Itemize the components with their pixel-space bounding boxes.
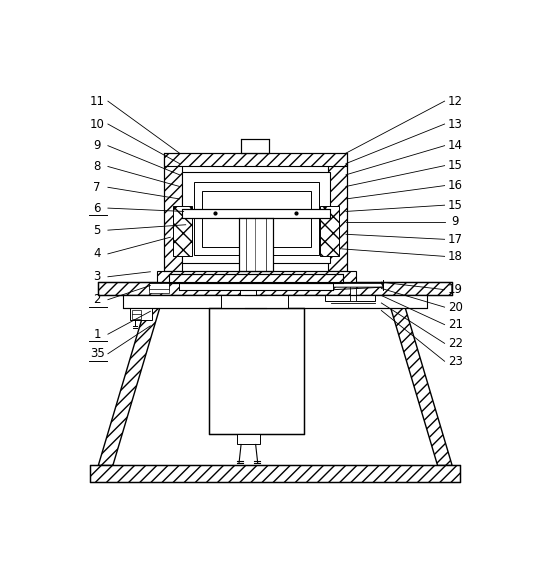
Bar: [241, 138, 270, 153]
Bar: [164, 153, 347, 166]
Text: 1: 1: [93, 328, 101, 341]
Text: 21: 21: [448, 318, 463, 331]
Text: 3: 3: [93, 270, 101, 284]
Bar: [239, 218, 273, 270]
Bar: [132, 310, 141, 319]
Text: 15: 15: [448, 159, 463, 172]
Bar: [202, 191, 310, 247]
Polygon shape: [386, 290, 452, 466]
Bar: [124, 295, 427, 308]
Text: 15: 15: [448, 198, 463, 211]
Text: 9: 9: [93, 139, 101, 152]
Bar: [90, 466, 460, 482]
Bar: [157, 270, 355, 282]
Text: 6: 6: [93, 202, 101, 214]
Text: 13: 13: [448, 117, 463, 130]
Bar: [320, 206, 339, 256]
Text: 22: 22: [448, 337, 463, 350]
Text: 7: 7: [93, 181, 101, 194]
Bar: [98, 282, 452, 295]
Text: 14: 14: [448, 139, 463, 152]
Bar: [221, 295, 288, 308]
Bar: [149, 284, 169, 290]
Bar: [244, 275, 252, 280]
Bar: [350, 284, 357, 301]
Text: 19: 19: [448, 283, 463, 296]
Bar: [237, 434, 260, 445]
Bar: [245, 295, 266, 308]
Bar: [149, 289, 169, 293]
Bar: [240, 280, 257, 295]
Text: 23: 23: [448, 355, 463, 368]
Bar: [208, 308, 304, 434]
Text: 11: 11: [90, 95, 105, 108]
Bar: [169, 274, 343, 283]
Bar: [325, 295, 375, 301]
Bar: [164, 157, 183, 270]
Polygon shape: [333, 283, 383, 287]
Bar: [194, 183, 319, 255]
Text: 16: 16: [448, 179, 463, 192]
Bar: [179, 283, 333, 290]
Text: 18: 18: [448, 250, 463, 263]
Text: 9: 9: [452, 215, 459, 229]
Bar: [130, 308, 152, 320]
Text: 17: 17: [448, 233, 463, 246]
Text: 12: 12: [448, 95, 463, 108]
Text: 2: 2: [93, 293, 101, 306]
Text: 4: 4: [93, 247, 101, 260]
Bar: [173, 206, 192, 256]
Bar: [183, 172, 330, 264]
Polygon shape: [98, 290, 165, 466]
Text: 35: 35: [90, 347, 105, 360]
Text: 20: 20: [448, 301, 463, 314]
Polygon shape: [233, 276, 279, 282]
Text: 10: 10: [90, 117, 105, 130]
Bar: [329, 157, 347, 270]
Bar: [183, 209, 330, 218]
Text: 8: 8: [93, 160, 101, 173]
Text: 5: 5: [93, 223, 101, 236]
